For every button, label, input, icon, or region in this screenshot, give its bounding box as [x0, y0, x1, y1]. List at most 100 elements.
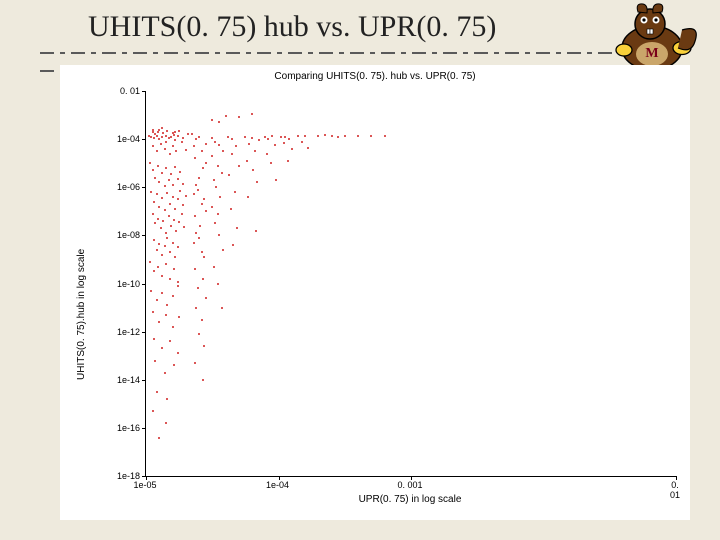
data-point	[202, 278, 204, 280]
y-tick-label: 1e-16	[90, 423, 140, 433]
x-tick-label: 1e-05	[133, 480, 156, 490]
data-point	[287, 160, 289, 162]
data-point	[177, 352, 179, 354]
data-point	[227, 136, 229, 138]
data-point	[178, 221, 180, 223]
data-point	[164, 372, 166, 374]
data-point	[177, 135, 179, 137]
data-point	[307, 147, 309, 149]
y-tick-label: 1e-08	[90, 230, 140, 240]
data-point	[217, 213, 219, 215]
data-point	[169, 251, 171, 253]
data-point	[168, 179, 170, 181]
data-point	[165, 167, 167, 169]
data-point	[297, 135, 299, 137]
data-point	[235, 145, 237, 147]
data-point	[370, 135, 372, 137]
data-point	[225, 115, 227, 117]
y-tick-label: 1e-12	[90, 327, 140, 337]
y-tick-label: 1e-14	[90, 375, 140, 385]
data-point	[198, 237, 200, 239]
data-point	[280, 136, 282, 138]
data-point	[248, 143, 250, 145]
data-point	[156, 193, 158, 195]
data-point	[182, 204, 184, 206]
data-point	[218, 234, 220, 236]
data-point	[156, 150, 158, 152]
data-point	[244, 136, 246, 138]
data-point	[256, 181, 258, 183]
data-point	[213, 179, 215, 181]
x-tick-label: 1e-04	[266, 480, 289, 490]
data-point	[150, 290, 152, 292]
data-point	[384, 135, 386, 137]
data-point	[169, 340, 171, 342]
data-point	[211, 206, 213, 208]
data-point	[164, 185, 166, 187]
data-point	[205, 143, 207, 145]
data-point	[182, 137, 184, 139]
data-point	[153, 270, 155, 272]
data-point	[221, 172, 223, 174]
data-point	[156, 135, 158, 137]
data-point	[166, 398, 168, 400]
data-point	[193, 242, 195, 244]
data-point	[288, 138, 290, 140]
data-point	[150, 191, 152, 193]
data-point	[174, 208, 176, 210]
data-point	[222, 150, 224, 152]
data-point	[150, 136, 152, 138]
data-point	[198, 136, 200, 138]
data-point	[161, 292, 163, 294]
data-point	[164, 148, 166, 150]
data-point	[173, 268, 175, 270]
data-point	[170, 225, 172, 227]
data-point	[191, 133, 193, 135]
data-point	[152, 169, 154, 171]
data-point	[205, 162, 207, 164]
data-point	[201, 319, 203, 321]
data-point	[166, 130, 168, 132]
data-point	[301, 141, 303, 143]
data-point	[170, 136, 172, 138]
data-point	[193, 145, 195, 147]
chart-title: Comparing UHITS(0. 75). hub vs. UPR(0. 7…	[60, 71, 690, 82]
data-point	[201, 251, 203, 253]
data-point	[172, 145, 174, 147]
data-point	[152, 311, 154, 313]
data-point	[291, 148, 293, 150]
data-point	[181, 141, 183, 143]
data-point	[258, 139, 260, 141]
data-point	[211, 137, 213, 139]
slide-title: UHITS(0. 75) hub vs. UPR(0. 75)	[88, 10, 496, 44]
data-point	[157, 266, 159, 268]
data-point	[179, 190, 181, 192]
x-tick-label: 0. 001	[397, 480, 422, 490]
data-point	[177, 198, 179, 200]
data-point	[195, 184, 197, 186]
data-point	[153, 201, 155, 203]
data-point	[177, 178, 179, 180]
data-point	[185, 195, 187, 197]
data-point	[158, 437, 160, 439]
y-axis-label: UHITS(0. 75).hub in log scale	[76, 249, 87, 380]
data-point	[238, 165, 240, 167]
data-point	[177, 281, 179, 283]
data-point	[203, 198, 205, 200]
data-point	[252, 169, 254, 171]
data-point	[232, 244, 234, 246]
data-point	[172, 196, 174, 198]
data-point	[228, 174, 230, 176]
data-point	[178, 316, 180, 318]
data-point	[195, 307, 197, 309]
data-point	[215, 186, 217, 188]
data-point	[166, 304, 168, 306]
data-point	[173, 219, 175, 221]
y-tick-label: 1e-10	[90, 279, 140, 289]
data-point	[175, 230, 177, 232]
data-point	[213, 266, 215, 268]
data-point	[214, 141, 216, 143]
data-point	[162, 132, 164, 134]
data-point	[185, 149, 187, 151]
x-axis-label: UPR(0. 75) in log scale	[145, 494, 675, 505]
